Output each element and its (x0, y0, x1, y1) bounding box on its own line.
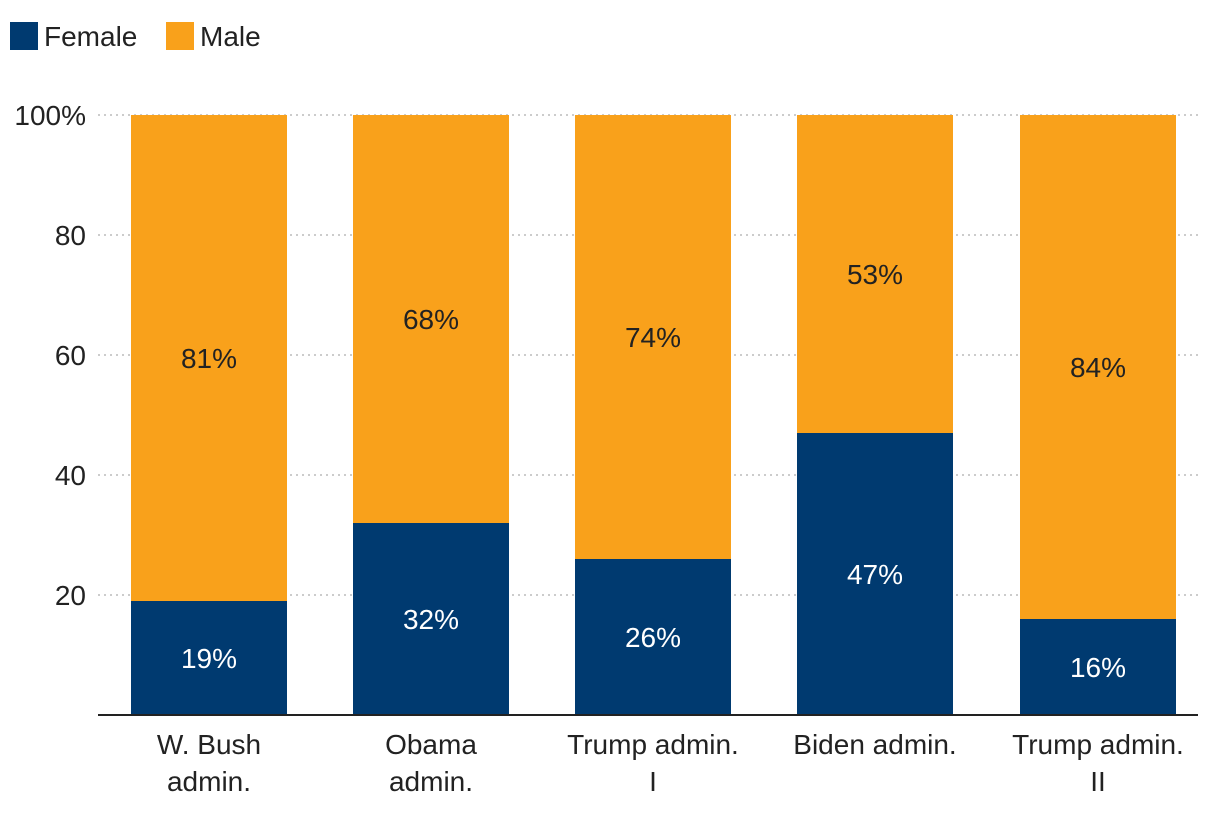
x-tick-label-4-0: Trump admin. (1012, 729, 1184, 760)
x-tick-label-1-1: admin. (389, 766, 473, 797)
bar-female-2 (575, 559, 731, 715)
bar-female-3 (797, 433, 953, 715)
y-axis-ticks: 20 40 60 80 100% (14, 100, 86, 611)
bar-male-3 (797, 115, 953, 433)
bar-female-1 (353, 523, 509, 715)
bar-male-2 (575, 115, 731, 559)
x-axis-labels: W. Bush admin. Obama admin. Trump admin. I Bid… (157, 729, 1184, 797)
y-tick-label-40: 40 (55, 460, 86, 491)
data-label-male-0: 81% (181, 343, 237, 374)
y-tick-label-60: 60 (55, 340, 86, 371)
data-label-female-2: 26% (625, 622, 681, 653)
data-label-male-1: 68% (403, 304, 459, 335)
bar-male-0 (131, 115, 287, 601)
x-tick-label-2-0: Trump admin. (567, 729, 739, 760)
data-label-female-4: 16% (1070, 652, 1126, 683)
x-tick-label-0-0: W. Bush (157, 729, 261, 760)
legend-label-male: Male (200, 21, 261, 52)
bars (131, 115, 1176, 715)
bar-female-4 (1020, 619, 1176, 715)
legend-label-female: Female (44, 21, 137, 52)
legend-swatch-female (10, 22, 38, 50)
x-tick-label-4-1: II (1090, 766, 1106, 797)
legend-swatch-male (166, 22, 194, 50)
data-label-female-0: 19% (181, 643, 237, 674)
y-tick-label-80: 80 (55, 220, 86, 251)
bar-male-4 (1020, 115, 1176, 619)
x-tick-label-0-1: admin. (167, 766, 251, 797)
data-label-male-4: 84% (1070, 352, 1126, 383)
legend: Female Male (10, 21, 261, 52)
x-tick-label-2-1: I (649, 766, 657, 797)
y-tick-label-100: 100% (14, 100, 86, 131)
bar-female-0 (131, 601, 287, 715)
x-tick-label-3-0: Biden admin. (793, 729, 956, 760)
data-label-male-3: 53% (847, 259, 903, 290)
data-label-female-3: 47% (847, 559, 903, 590)
x-tick-label-1-0: Obama (385, 729, 477, 760)
data-label-female-1: 32% (403, 604, 459, 635)
data-labels: 19% 81% 32% 68% 26% 74% 47% 53% 16% 84% (181, 259, 1126, 683)
data-label-male-2: 74% (625, 322, 681, 353)
y-tick-label-20: 20 (55, 580, 86, 611)
bar-male-1 (353, 115, 509, 523)
